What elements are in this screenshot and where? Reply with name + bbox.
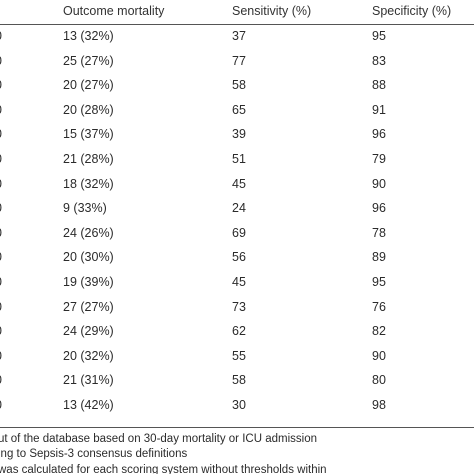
mortality-cell: 19 (39%) [63, 275, 114, 289]
row-first-cell: 0 [0, 250, 2, 264]
specificity-cell: 96 [372, 127, 386, 142]
specificity-cell: 95 [372, 275, 386, 289]
row-first-cell: 0 [0, 226, 2, 240]
specificity-cell: 80 [372, 373, 386, 388]
sensitivity-cell: 77 [232, 53, 246, 68]
sensitivity-cell: 62 [232, 324, 246, 339]
row-first-cell: 0 [0, 152, 2, 166]
mortality-cell: 15 (37%) [63, 127, 114, 142]
footnote-1: ut of the database based on 30-day morta… [0, 433, 317, 445]
sensitivity-cell: 45 [232, 275, 246, 289]
mortality-cell: 24 (29%) [63, 324, 114, 339]
row-first-cell: 0 [0, 177, 2, 191]
row-first-cell: 0 [0, 127, 2, 141]
sensitivity-cell: 45 [232, 176, 246, 191]
mortality-cell: 21 (31%) [63, 373, 114, 388]
sensitivity-cell: 73 [232, 299, 246, 314]
specificity-cell: 76 [372, 299, 386, 314]
row-first-cell: 0 [0, 398, 2, 412]
specificity-cell: 78 [372, 225, 386, 240]
header-sensitivity: Sensitivity (%) [232, 4, 312, 18]
row-first-cell: 0 [0, 349, 2, 363]
sensitivity-cell: 55 [232, 348, 246, 363]
sensitivity-cell: 37 [232, 29, 246, 43]
specificity-cell: 98 [372, 398, 386, 412]
specificity-cell: 90 [372, 348, 386, 363]
footnote-3: was calculated for each scoring system w… [0, 464, 327, 474]
mortality-cell: 13 (42%) [63, 398, 114, 412]
row-first-cell: 0 [0, 373, 2, 387]
sensitivity-cell: 58 [232, 373, 246, 388]
specificity-cell: 89 [372, 250, 386, 265]
table-row: 0 19 (39%) 45 95 [0, 271, 474, 296]
row-first-cell: 0 [0, 29, 2, 43]
table-row: 0 20 (32%) 55 90 [0, 345, 474, 370]
specificity-cell: 79 [372, 152, 386, 166]
sensitivity-cell: 58 [232, 78, 246, 93]
mortality-cell: 9 (33%) [63, 201, 107, 216]
table-bottom-rule [0, 427, 474, 428]
mortality-cell: 20 (28%) [63, 102, 114, 117]
table-row: 0 20 (28%) 65 91 [0, 99, 474, 124]
table-row: 0 21 (28%) 51 79 [0, 148, 474, 173]
sensitivity-cell: 65 [232, 102, 246, 117]
table-row: 0 21 (31%) 58 80 [0, 369, 474, 394]
table-row: 0 13 (32%) 37 95 [0, 25, 474, 50]
sensitivity-cell: 24 [232, 201, 246, 216]
sensitivity-cell: 51 [232, 152, 246, 166]
table-header-row: Outcome mortality Sensitivity (%) Specif… [0, 0, 474, 25]
table-row: 0 20 (27%) 58 88 [0, 74, 474, 99]
mortality-cell: 18 (32%) [63, 176, 114, 191]
specificity-cell: 82 [372, 324, 386, 339]
mortality-cell: 21 (28%) [63, 152, 114, 166]
table-row: 0 9 (33%) 24 96 [0, 197, 474, 222]
table-row: 0 15 (37%) 39 96 [0, 123, 474, 148]
footnote-2: ing to Sepsis-3 consensus definitions [0, 448, 188, 460]
sensitivity-cell: 39 [232, 127, 246, 142]
mortality-cell: 20 (32%) [63, 348, 114, 363]
specificity-cell: 90 [372, 176, 386, 191]
specificity-cell: 96 [372, 201, 386, 216]
row-first-cell: 0 [0, 103, 2, 117]
specificity-cell: 88 [372, 78, 386, 93]
row-first-cell: 0 [0, 324, 2, 338]
mortality-cell: 20 (30%) [63, 250, 114, 265]
specificity-cell: 95 [372, 29, 386, 43]
mortality-cell: 27 (27%) [63, 299, 114, 314]
sensitivity-cell: 56 [232, 250, 246, 265]
sensitivity-cell: 69 [232, 225, 246, 240]
row-first-cell: 0 [0, 300, 2, 314]
table-row: 0 24 (29%) 62 82 [0, 320, 474, 345]
specificity-cell: 83 [372, 53, 386, 68]
table-row: 0 25 (27%) 77 83 [0, 50, 474, 75]
table-row: 0 24 (26%) 69 78 [0, 222, 474, 247]
row-first-cell: 0 [0, 275, 2, 289]
mortality-cell: 24 (26%) [63, 225, 114, 240]
row-first-cell: 0 [0, 201, 2, 215]
row-first-cell: 0 [0, 54, 2, 68]
header-outcome-mortality: Outcome mortality [63, 4, 165, 18]
header-specificity: Specificity (%) [372, 4, 452, 18]
table-row: 0 13 (42%) 30 98 [0, 394, 474, 419]
table-row: 0 27 (27%) 73 76 [0, 296, 474, 321]
sensitivity-cell: 30 [232, 398, 246, 412]
table-row: 0 20 (30%) 56 89 [0, 246, 474, 271]
table-row: 0 18 (32%) 45 90 [0, 173, 474, 198]
mortality-cell: 13 (32%) [63, 29, 114, 43]
specificity-cell: 91 [372, 102, 386, 117]
mortality-cell: 20 (27%) [63, 78, 114, 93]
row-first-cell: 0 [0, 78, 2, 92]
mortality-cell: 25 (27%) [63, 53, 114, 68]
